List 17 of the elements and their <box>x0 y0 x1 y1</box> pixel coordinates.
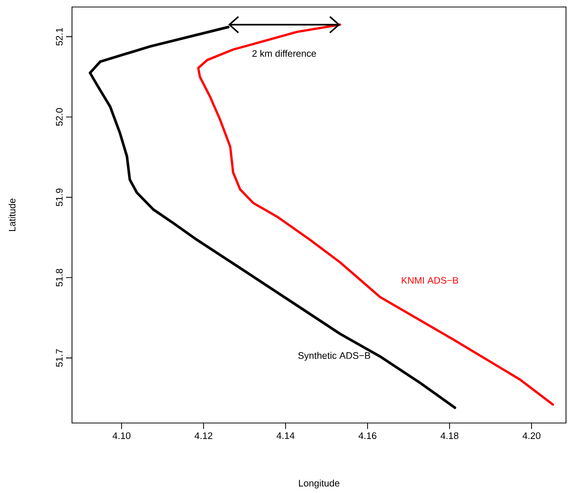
text: KNMI ADS−B <box>402 277 458 284</box>
y-tick-label: 51.7 <box>56 349 63 367</box>
x-tick-label: 4.18 <box>440 432 458 440</box>
y-axis-title: Latitude <box>8 198 16 232</box>
series-label: Synthetic ADS−B <box>298 352 370 361</box>
y-tick-label: 52.1 <box>56 28 63 46</box>
x-tick-label: 4.20 <box>522 432 540 440</box>
y-tick-label: 51.8 <box>56 268 63 286</box>
y-tick-label: 52.0 <box>56 108 63 126</box>
x-tick-label: 4.14 <box>276 432 295 439</box>
annotation: 2 km difference <box>252 50 316 57</box>
y-tick-label: 51.9 <box>56 188 63 206</box>
x-axis-title: Longitude <box>298 480 340 488</box>
line-series <box>197 24 554 406</box>
x-tick-label: 4.12 <box>194 432 212 439</box>
x-tick-label: 4.16 <box>358 432 376 440</box>
x-tick-label: 4.10 <box>112 432 130 440</box>
